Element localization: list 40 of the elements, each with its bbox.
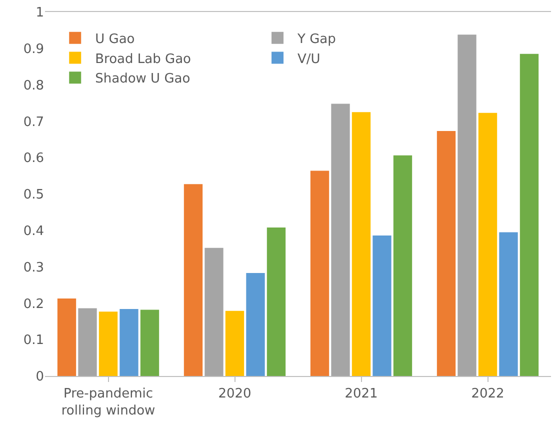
bar (352, 112, 371, 376)
y-tick-label: 0 (36, 370, 44, 385)
bar (57, 298, 76, 376)
bar (266, 227, 286, 376)
legend-label: Y Gap (296, 32, 336, 47)
x-tick-label: 2022 (471, 386, 504, 402)
bar (478, 112, 498, 376)
bar (140, 310, 160, 376)
x-tick-label: Pre-pandemic rolling window (61, 386, 156, 418)
bar (520, 54, 539, 376)
bar (310, 170, 330, 376)
legend-label: Shadow U Gao (95, 72, 190, 87)
legend-label: V/U (298, 52, 320, 67)
x-tick-label: 2021 (344, 386, 378, 402)
y-tick-label: 0.1 (23, 333, 44, 348)
legend-label: U Gao (95, 32, 135, 47)
bar (499, 232, 518, 376)
y-tick-label: 0.3 (23, 260, 44, 276)
bar (204, 248, 224, 376)
legend-label: Broad Lab Gao (95, 52, 192, 67)
bar (331, 104, 350, 376)
y-tick-label: 0.7 (23, 114, 44, 130)
x-tick-label: 2020 (218, 386, 252, 402)
bar (458, 34, 476, 376)
y-tick-label: 0.8 (23, 78, 44, 94)
bar (184, 184, 203, 376)
y-tick-label: 1 (36, 6, 44, 21)
bar (225, 310, 244, 376)
y-tick-label: 0.9 (23, 42, 44, 57)
bar (393, 155, 412, 376)
y-tick-label: 0.4 (23, 224, 44, 239)
bar (98, 312, 118, 376)
bar (78, 308, 97, 376)
y-tick-label: 0.5 (23, 188, 44, 203)
bar (120, 309, 138, 376)
bar (436, 131, 456, 376)
bar (246, 272, 265, 376)
bar (372, 236, 392, 376)
y-tick-label: 0.6 (23, 151, 44, 166)
y-tick-label: 0.2 (23, 296, 44, 312)
